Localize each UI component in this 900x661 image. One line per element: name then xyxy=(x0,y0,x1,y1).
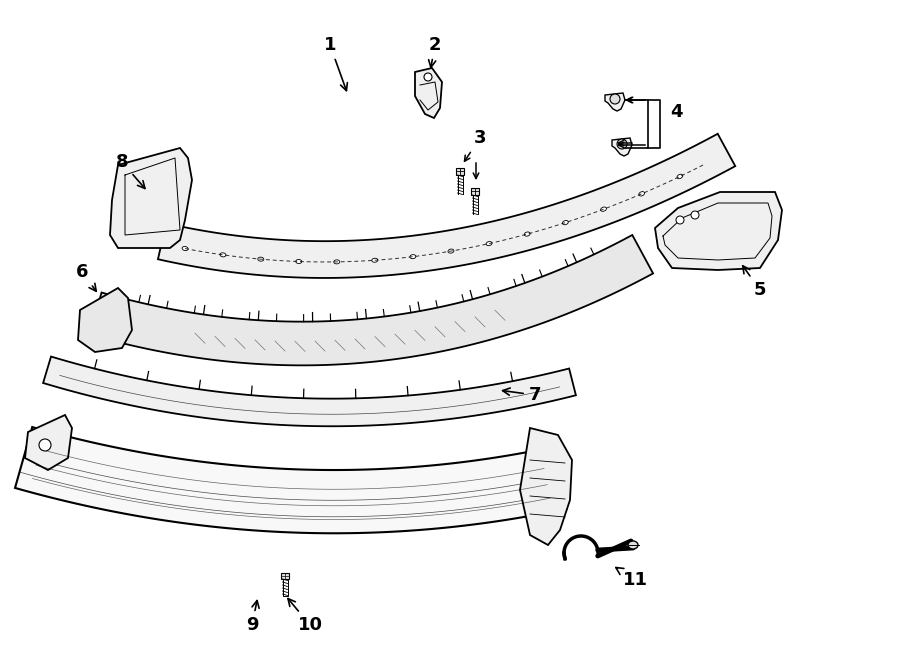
Ellipse shape xyxy=(410,254,416,258)
Polygon shape xyxy=(612,138,632,156)
Circle shape xyxy=(610,94,620,104)
Bar xyxy=(471,188,479,195)
Polygon shape xyxy=(110,148,192,248)
Text: 6: 6 xyxy=(76,263,96,292)
Text: 2: 2 xyxy=(428,36,441,67)
Ellipse shape xyxy=(600,207,607,212)
Ellipse shape xyxy=(257,257,264,261)
Polygon shape xyxy=(43,356,576,426)
Circle shape xyxy=(676,216,684,224)
Text: 9: 9 xyxy=(246,601,259,634)
Polygon shape xyxy=(520,428,572,545)
Ellipse shape xyxy=(334,260,340,264)
Polygon shape xyxy=(158,134,735,278)
Circle shape xyxy=(691,211,699,219)
Polygon shape xyxy=(25,415,72,470)
Ellipse shape xyxy=(639,192,644,196)
Circle shape xyxy=(617,139,627,149)
Polygon shape xyxy=(15,427,566,533)
Ellipse shape xyxy=(220,253,226,257)
Polygon shape xyxy=(655,192,782,270)
Ellipse shape xyxy=(182,247,188,251)
Text: 8: 8 xyxy=(116,153,145,188)
Text: 4: 4 xyxy=(670,103,682,121)
Polygon shape xyxy=(605,93,625,111)
Ellipse shape xyxy=(525,232,530,236)
Ellipse shape xyxy=(486,241,492,246)
Bar xyxy=(281,573,289,579)
Circle shape xyxy=(424,73,432,81)
Ellipse shape xyxy=(296,260,302,264)
Circle shape xyxy=(39,439,51,451)
Ellipse shape xyxy=(677,175,683,178)
Bar xyxy=(456,168,464,175)
Text: 1: 1 xyxy=(324,36,347,91)
Polygon shape xyxy=(90,235,653,366)
Text: 7: 7 xyxy=(502,386,541,404)
Text: 10: 10 xyxy=(288,599,322,634)
Ellipse shape xyxy=(562,221,568,225)
Polygon shape xyxy=(78,288,132,352)
Text: 5: 5 xyxy=(742,266,766,299)
Text: 3: 3 xyxy=(473,129,486,147)
Text: 11: 11 xyxy=(616,568,647,589)
Polygon shape xyxy=(415,68,442,118)
Ellipse shape xyxy=(448,249,454,253)
Ellipse shape xyxy=(628,541,638,549)
Ellipse shape xyxy=(372,258,378,262)
